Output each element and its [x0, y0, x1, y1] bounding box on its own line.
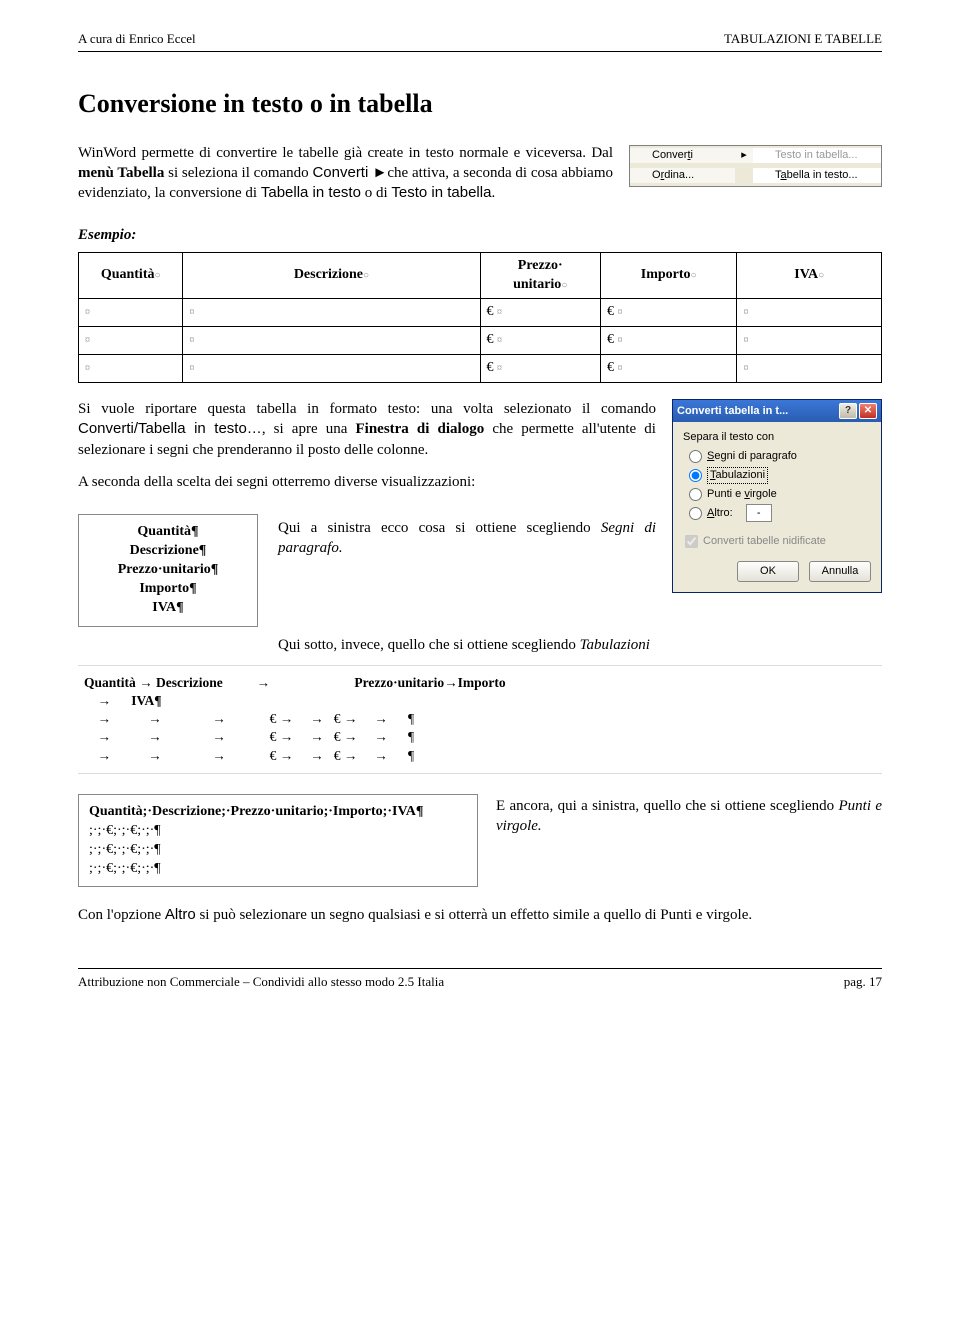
t: WinWord permette di convertire le tabell… — [78, 145, 613, 161]
t: si può selezionare un segno qualsiasi e … — [196, 907, 752, 923]
chevron-right-icon: ▸ — [735, 148, 753, 163]
t: ;·;·€;·;·€;·;·¶ — [89, 822, 467, 841]
submenu-testo-in-tabella: Testo in tabella... — [753, 148, 881, 163]
t: Altro — [165, 906, 196, 923]
altro-input[interactable] — [746, 504, 772, 522]
t: , si apre una — [262, 421, 356, 437]
t: Descrizione¶ — [91, 542, 245, 561]
header-left: A cura di Enrico Eccel — [78, 30, 196, 48]
converti-dialog: Converti tabella in t... ? ✕ Separa il t… — [672, 399, 882, 593]
t: si seleziona il comando — [164, 165, 312, 181]
ok-button[interactable]: OK — [737, 561, 799, 582]
t: Qui a sinistra ecco cosa si ottiene sceg… — [278, 520, 601, 536]
result-tabulazioni: Quantità → Descrizione → Prezzo·unitario… — [78, 665, 882, 774]
esempio-label: Esempio: — [78, 225, 882, 245]
table-row: ¤¤€ ¤€ ¤¤ — [79, 299, 882, 327]
t: t — [687, 149, 690, 161]
t: Tabulazioni — [580, 637, 650, 653]
header-rule — [78, 51, 882, 52]
col-iva: IVA○ — [737, 252, 882, 299]
t: . — [491, 185, 495, 201]
t: → → → € → → € → → ¶ — [84, 728, 876, 746]
t: Si vuole riportare questa tabella in for… — [78, 401, 656, 417]
group-label: Separa il testo con — [683, 430, 871, 445]
radio-tabulazioni[interactable]: Tabulazioni — [689, 467, 871, 484]
dialog-titlebar: Converti tabella in t... ? ✕ — [673, 400, 881, 422]
col-prezzo: Prezzo·unitario○ — [480, 252, 600, 299]
t: o di — [361, 185, 391, 201]
t: → → → € → → € → → ¶ — [84, 747, 876, 765]
final-paragraph: Con l'opzione Altro si può selezionare u… — [78, 905, 882, 925]
radio-punti-virgole[interactable]: Punti e virgole — [689, 487, 871, 502]
t: Quantità;·Descrizione;·Prezzo·unitario;·… — [89, 803, 467, 822]
checkbox-nidificate: Converti tabelle nidificate — [685, 534, 871, 549]
t: IVA¶ — [91, 599, 245, 618]
header-right: TABULAZIONI E TABELLE — [724, 30, 882, 48]
result-segni-paragrafo: Quantità¶ Descrizione¶ Prezzo·unitario¶ … — [78, 514, 258, 626]
submenu-tabella-in-testo[interactable]: Tabella in testo... — [753, 168, 881, 183]
t: Quantità → Descrizione → Prezzo·unitario… — [84, 674, 876, 692]
radio-segni-paragrafo[interactable]: Segni di paragrafo — [689, 449, 871, 464]
intro-paragraph: WinWord permette di convertire le tabell… — [78, 143, 613, 204]
footer-left: Attribuzione non Commerciale – Condividi… — [78, 973, 444, 991]
t: ;·;·€;·;·€;·;·¶ — [89, 841, 467, 860]
menu-item-ordina[interactable]: Ordina... — [630, 168, 735, 183]
caption-2: Qui sotto, invece, quello che si ottiene… — [78, 635, 882, 655]
table-row: ¤¤€ ¤€ ¤¤ — [79, 355, 882, 383]
cancel-button[interactable]: Annulla — [809, 561, 871, 582]
caption-1: Qui a sinistra ecco cosa si ottiene sceg… — [278, 518, 656, 559]
t: Importo¶ — [91, 580, 245, 599]
footer-right: pag. 17 — [844, 973, 882, 991]
col-quantita: Quantità○ — [79, 252, 183, 299]
dialog-title: Converti tabella in t... — [677, 404, 788, 419]
t: menù Tabella — [78, 165, 164, 181]
help-button[interactable]: ? — [839, 403, 857, 419]
col-importo: Importo○ — [600, 252, 737, 299]
t: Testo in tabella — [391, 184, 491, 201]
table-row: ¤¤€ ¤€ ¤¤ — [79, 327, 882, 355]
t: Quantità¶ — [91, 523, 245, 542]
caption-3: E ancora, qui a sinistra, quello che si … — [496, 796, 882, 837]
footer-rule — [78, 968, 882, 969]
col-descrizione: Descrizione○ — [183, 252, 480, 299]
radio-altro[interactable]: Altro: — [689, 504, 871, 522]
t: Con l'opzione — [78, 907, 165, 923]
page-title: Conversione in testo o in tabella — [78, 86, 882, 121]
t: ;·;·€;·;·€;·;·¶ — [89, 860, 467, 879]
t: Prezzo·unitario¶ — [91, 561, 245, 580]
esempio-table: Quantità○ Descrizione○ Prezzo·unitario○ … — [78, 252, 882, 383]
t: → IVA¶ — [84, 692, 876, 710]
t: Converti ► — [312, 164, 387, 181]
t: E ancora, qui a sinistra, quello che si … — [496, 798, 839, 814]
menu-item-converti[interactable]: Converti — [630, 148, 735, 163]
t: Finestra di dialogo — [355, 421, 484, 437]
close-button[interactable]: ✕ — [859, 403, 877, 419]
t: Tabella in testo — [261, 184, 361, 201]
menu-figure: Converti ▸ Testo in tabella... Ordina...… — [629, 145, 882, 187]
result-punti-virgole: Quantità;·Descrizione;·Prezzo·unitario;·… — [78, 794, 478, 888]
mid-paragraph: Si vuole riportare questa tabella in for… — [78, 399, 656, 460]
mid-paragraph-2: A seconda della scelta dei segni otterre… — [78, 472, 656, 492]
t: Converti/Tabella in testo… — [78, 420, 262, 437]
t: Qui sotto, invece, quello che si ottiene… — [278, 637, 580, 653]
t: → → → € → → € → → ¶ — [84, 710, 876, 728]
